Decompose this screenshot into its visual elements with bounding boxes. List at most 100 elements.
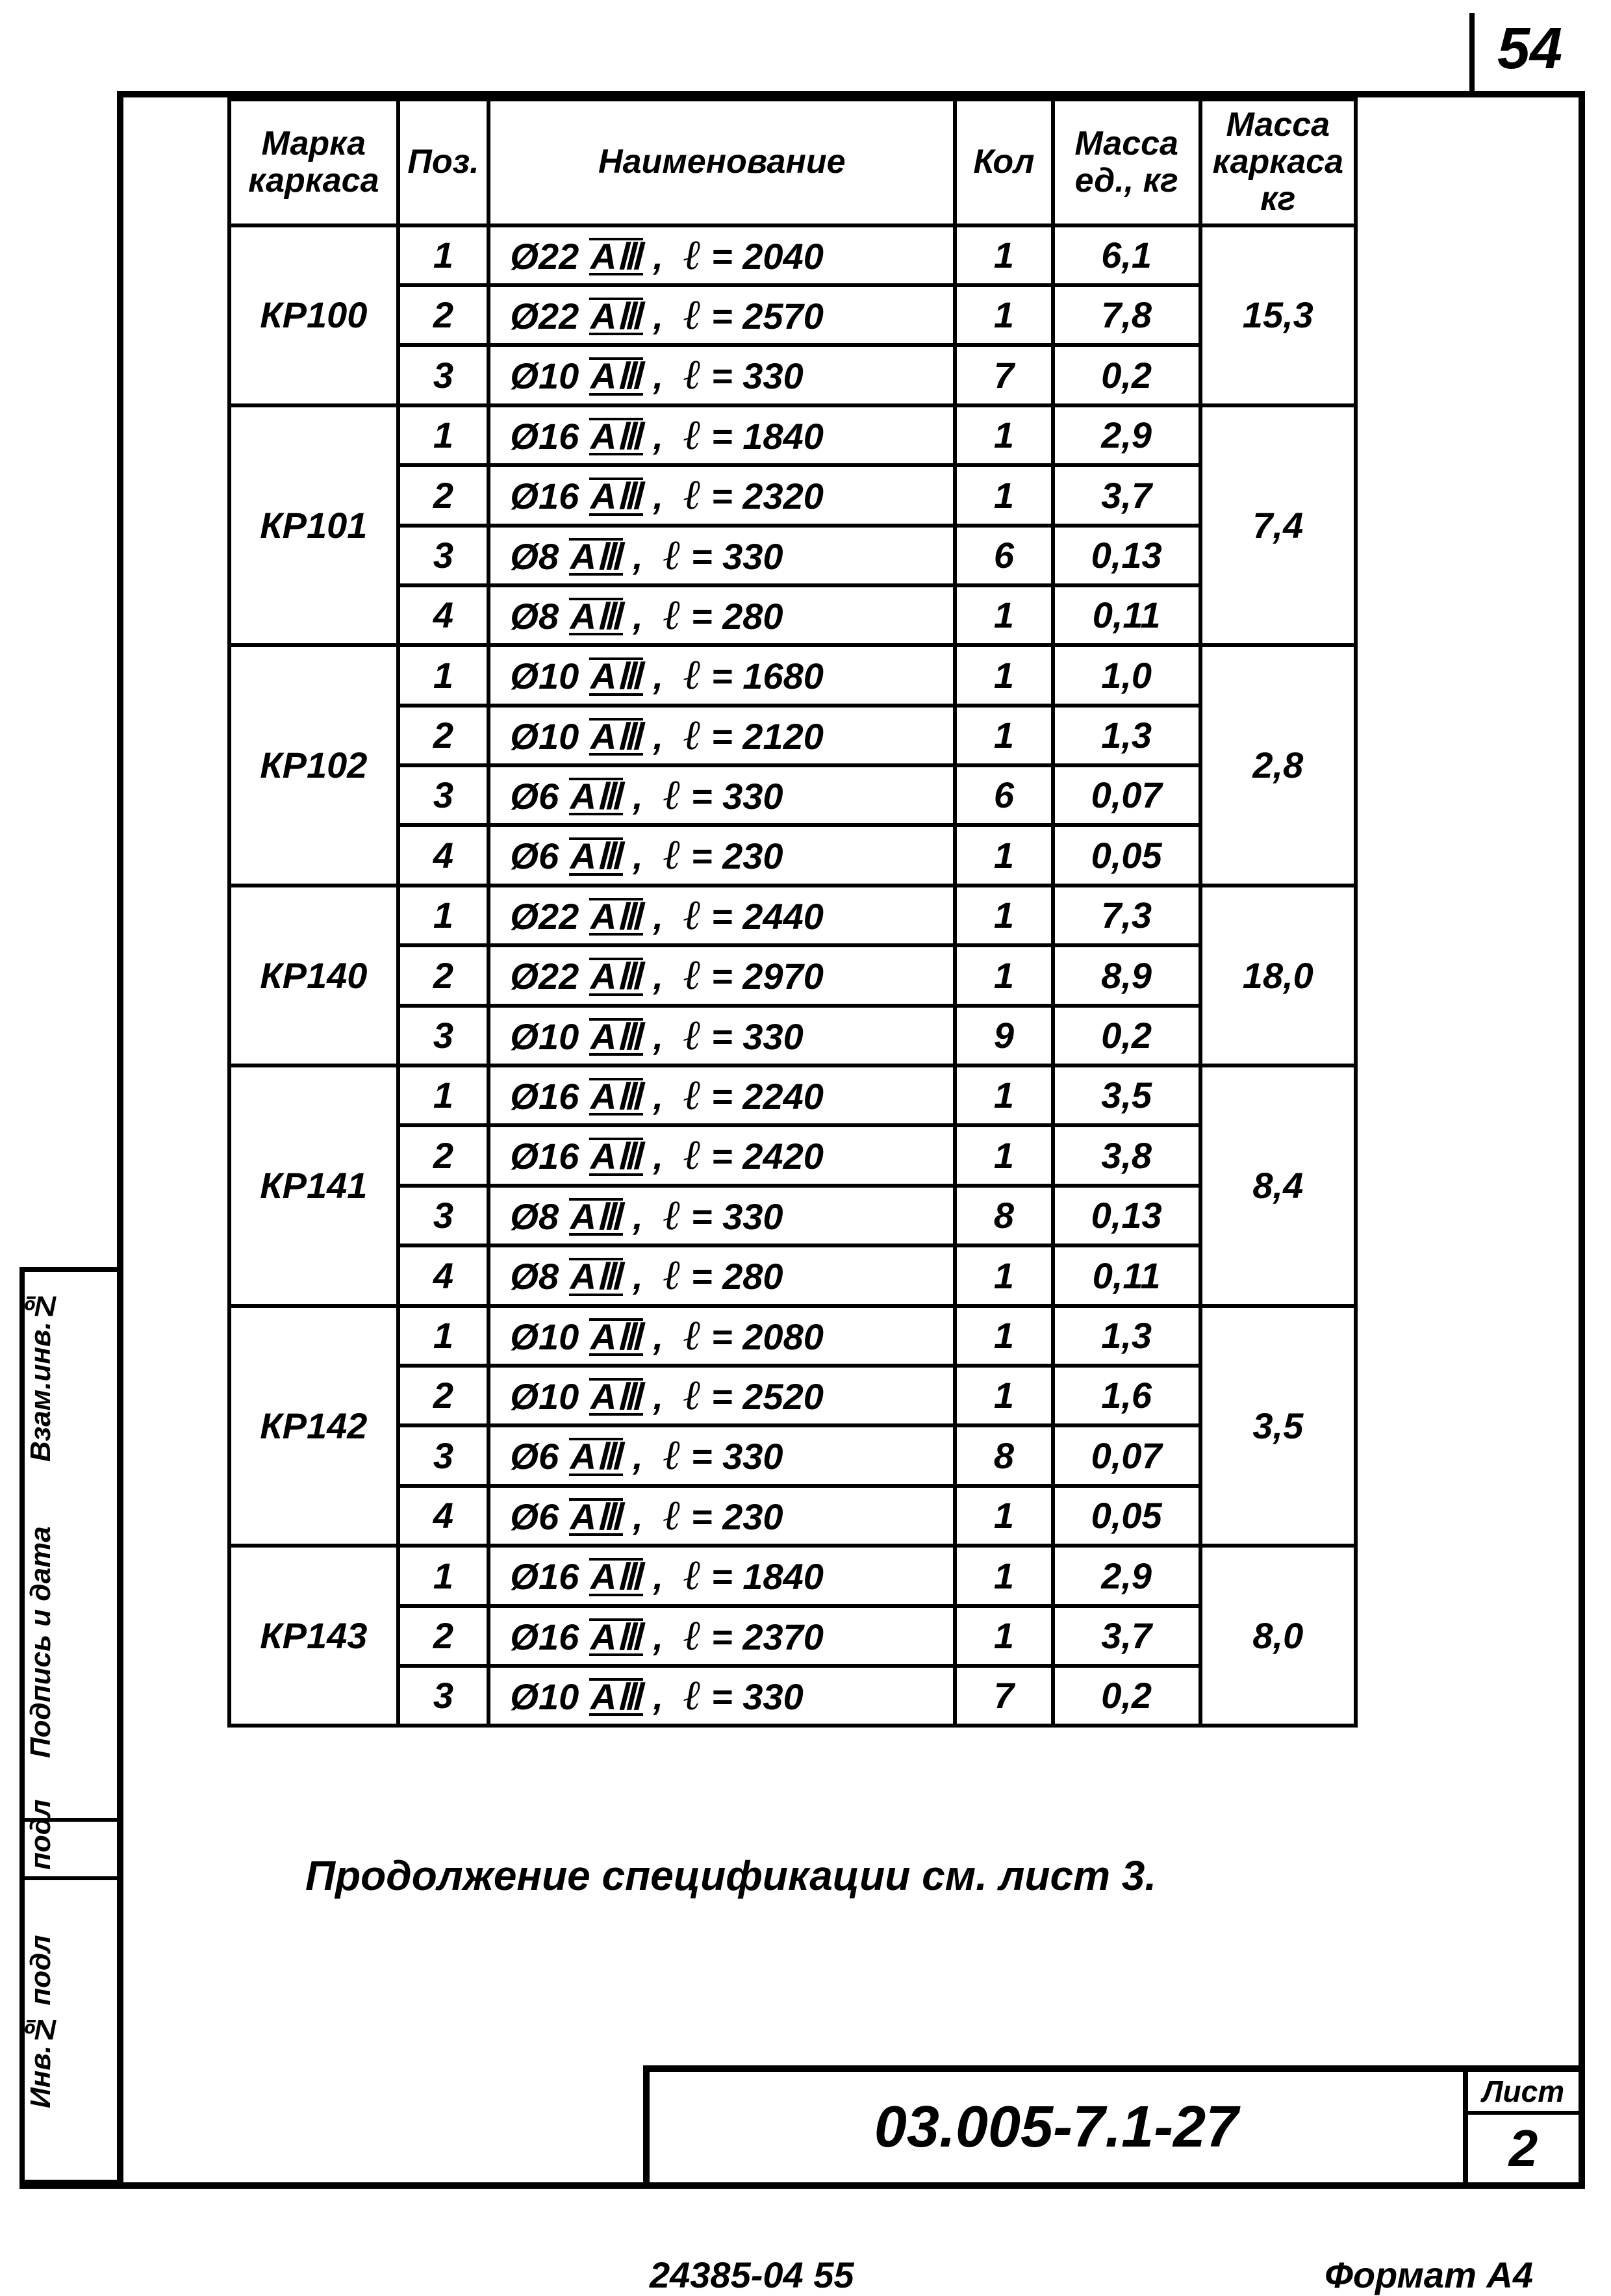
- poz-cell: 1: [398, 1306, 489, 1366]
- poz-cell: 2: [398, 706, 489, 765]
- massa-ed-cell: 0,2: [1053, 1666, 1200, 1726]
- sheet-box: Лист 2: [1468, 2072, 1579, 2182]
- poz-cell: 4: [398, 1245, 489, 1305]
- poz-cell: 2: [398, 945, 489, 1005]
- table-row: 310 АⅢ , ℓ = 33090,2: [229, 1006, 1356, 1065]
- poz-cell: 1: [398, 645, 489, 705]
- poz-cell: 1: [398, 886, 489, 945]
- massa-ed-cell: 8,9: [1053, 945, 1200, 1005]
- name-cell: 16 АⅢ , ℓ = 1840: [488, 1546, 955, 1605]
- header-massa-ed: Масса ед., кг: [1053, 99, 1200, 225]
- poz-cell: 4: [398, 585, 489, 645]
- name-cell: 16 АⅢ , ℓ = 2240: [488, 1065, 955, 1125]
- massa-karkasa-cell: 3,5: [1200, 1306, 1356, 1546]
- table-row: 48 АⅢ , ℓ = 28010,11: [229, 1245, 1356, 1305]
- document-number: 03.005-7.1-27: [650, 2072, 1468, 2182]
- marka-cell: КР102: [229, 645, 398, 886]
- kol-cell: 1: [955, 285, 1053, 345]
- specification-table: Марка каркаса Поз. Наименование Кол Масс…: [227, 97, 1358, 1728]
- poz-cell: 2: [398, 1125, 489, 1185]
- name-cell: 16 АⅢ , ℓ = 2420: [488, 1125, 955, 1185]
- marka-cell: КР100: [229, 225, 398, 405]
- massa-ed-cell: 0,13: [1053, 1186, 1200, 1245]
- table-row: 210 АⅢ , ℓ = 252011,6: [229, 1366, 1356, 1425]
- page-number: 54: [1469, 13, 1585, 96]
- massa-ed-cell: 0,2: [1053, 345, 1200, 405]
- name-cell: 10 АⅢ , ℓ = 330: [488, 1666, 955, 1726]
- table-row: 48 АⅢ , ℓ = 28010,11: [229, 585, 1356, 645]
- side-label-sig-date: Подпись и дата: [25, 1467, 122, 1822]
- massa-ed-cell: 0,11: [1053, 585, 1200, 645]
- massa-ed-cell: 7,8: [1053, 285, 1200, 345]
- massa-ed-cell: 3,8: [1053, 1125, 1200, 1185]
- table-row: 38 АⅢ , ℓ = 33060,13: [229, 526, 1356, 585]
- name-cell: 8 АⅢ , ℓ = 280: [488, 1245, 955, 1305]
- name-cell: 22 АⅢ , ℓ = 2440: [488, 886, 955, 945]
- kol-cell: 6: [955, 526, 1053, 585]
- name-cell: 10 АⅢ , ℓ = 330: [488, 345, 955, 405]
- kol-cell: 1: [955, 585, 1053, 645]
- sheet-number: 2: [1468, 2115, 1579, 2182]
- marka-cell: КР140: [229, 886, 398, 1065]
- table-row: 210 АⅢ , ℓ = 212011,3: [229, 706, 1356, 765]
- marka-cell: КР142: [229, 1306, 398, 1546]
- name-cell: 8 АⅢ , ℓ = 330: [488, 1186, 955, 1245]
- kol-cell: 1: [955, 1125, 1053, 1185]
- page: 54 Взам.инв.№ Подпись и дата подл Инв.№ …: [0, 0, 1611, 2280]
- name-cell: 10 АⅢ , ℓ = 330: [488, 1006, 955, 1065]
- kol-cell: 1: [955, 945, 1053, 1005]
- name-cell: 6 АⅢ , ℓ = 230: [488, 1486, 955, 1546]
- kol-cell: 1: [955, 465, 1053, 525]
- poz-cell: 1: [398, 225, 489, 285]
- header-poz: Поз.: [398, 99, 489, 225]
- massa-karkasa-cell: 2,8: [1200, 645, 1356, 886]
- poz-cell: 2: [398, 1366, 489, 1425]
- table-row: 216 АⅢ , ℓ = 242013,8: [229, 1125, 1356, 1185]
- massa-karkasa-cell: 8,0: [1200, 1546, 1356, 1726]
- header-kol: Кол: [955, 99, 1053, 225]
- massa-ed-cell: 0,07: [1053, 1425, 1200, 1485]
- name-cell: 6 АⅢ , ℓ = 330: [488, 765, 955, 825]
- massa-ed-cell: 2,9: [1053, 405, 1200, 465]
- table-row: 36 АⅢ , ℓ = 33080,07: [229, 1425, 1356, 1485]
- poz-cell: 4: [398, 825, 489, 885]
- massa-ed-cell: 1,0: [1053, 645, 1200, 705]
- header-massa-kar: Масса каркаса кг: [1200, 99, 1356, 225]
- kol-cell: 1: [955, 706, 1053, 765]
- massa-ed-cell: 3,5: [1053, 1065, 1200, 1125]
- kol-cell: 9: [955, 1006, 1053, 1065]
- name-cell: 22 АⅢ , ℓ = 2570: [488, 285, 955, 345]
- kol-cell: 1: [955, 1065, 1053, 1125]
- massa-ed-cell: 0,05: [1053, 825, 1200, 885]
- table-row: 310 АⅢ , ℓ = 33070,2: [229, 1666, 1356, 1726]
- kol-cell: 1: [955, 645, 1053, 705]
- kol-cell: 1: [955, 825, 1053, 885]
- table-row: 216 АⅢ , ℓ = 232013,7: [229, 465, 1356, 525]
- name-cell: 6 АⅢ , ℓ = 330: [488, 1425, 955, 1485]
- table-row: 38 АⅢ , ℓ = 33080,13: [229, 1186, 1356, 1245]
- table-row: 310 АⅢ , ℓ = 33070,2: [229, 345, 1356, 405]
- header-name: Наименование: [488, 99, 955, 225]
- drawing-frame: Марка каркаса Поз. Наименование Кол Масс…: [117, 91, 1585, 2189]
- kol-cell: 1: [955, 1486, 1053, 1546]
- format-label: Формат А4: [1325, 2254, 1533, 2296]
- poz-cell: 3: [398, 1186, 489, 1245]
- side-label-vzam: Взам.инв.№: [25, 1272, 122, 1480]
- marka-cell: КР143: [229, 1546, 398, 1726]
- massa-ed-cell: 6,1: [1053, 225, 1200, 285]
- massa-ed-cell: 1,3: [1053, 1306, 1200, 1366]
- kol-cell: 1: [955, 405, 1053, 465]
- poz-cell: 2: [398, 1606, 489, 1666]
- massa-karkasa-cell: 18,0: [1200, 886, 1356, 1065]
- table-row: КР101116 АⅢ , ℓ = 184012,97,4: [229, 405, 1356, 465]
- name-cell: 22 АⅢ , ℓ = 2970: [488, 945, 955, 1005]
- poz-cell: 3: [398, 345, 489, 405]
- table-row: 46 АⅢ , ℓ = 23010,05: [229, 1486, 1356, 1546]
- poz-cell: 1: [398, 405, 489, 465]
- massa-ed-cell: 0,07: [1053, 765, 1200, 825]
- kol-cell: 1: [955, 1245, 1053, 1305]
- massa-karkasa-cell: 15,3: [1200, 225, 1356, 405]
- table-row: 36 АⅢ , ℓ = 33060,07: [229, 765, 1356, 825]
- table-row: 222 АⅢ , ℓ = 297018,9: [229, 945, 1356, 1005]
- table-row: 216 АⅢ , ℓ = 237013,7: [229, 1606, 1356, 1666]
